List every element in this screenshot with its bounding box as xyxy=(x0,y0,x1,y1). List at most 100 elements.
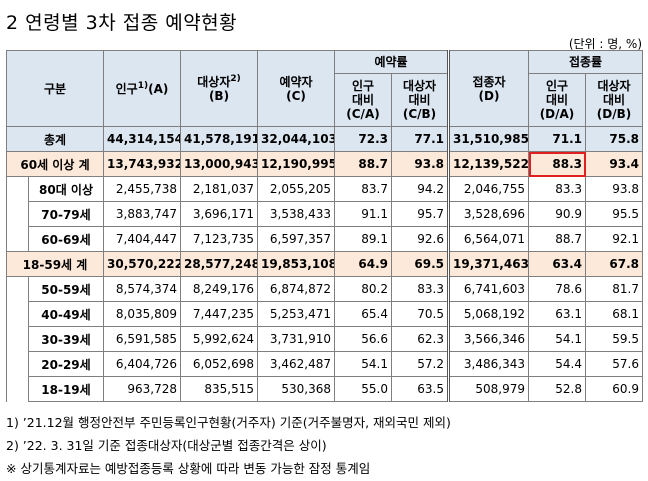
cell-rate-da: 71.1 xyxy=(528,126,586,152)
table-row-group: 18-59세 계 30,570,222 28,577,248 19,853,10… xyxy=(6,251,643,277)
footnotes: 1) ’21.12월 행정안전부 주민등록인구현황(거주자) 기준(거주불명자,… xyxy=(6,411,451,480)
cell-rate-ca: 56.6 xyxy=(334,326,392,352)
cell-rate-db: 75.8 xyxy=(585,126,643,152)
cell-target: 7,123,735 xyxy=(180,226,258,252)
table-row-total: 총계 44,314,154 41,578,191 32,044,103 72.3… xyxy=(6,126,643,152)
table-row: 60-69세 7,404,447 7,123,735 6,597,357 89.… xyxy=(7,226,643,252)
table-row: 20-29세 6,404,726 6,052,698 3,462,487 54.… xyxy=(7,351,643,377)
cell-rate-da: 52.8 xyxy=(528,376,586,402)
footnote-1: 1) ’21.12월 행정안전부 주민등록인구현황(거주자) 기준(거주불명자,… xyxy=(6,415,451,430)
row-label: 30-39세 xyxy=(28,326,104,352)
cell-rate-ca: 83.7 xyxy=(334,176,392,202)
cell-vaccinated: 3,486,343 xyxy=(447,351,529,377)
cell-population: 44,314,154 xyxy=(103,126,181,152)
cell-population: 8,035,809 xyxy=(103,301,181,327)
cell-rate-da: 63.4 xyxy=(528,251,586,277)
cell-population: 30,570,222 xyxy=(103,251,181,277)
row-label: 60세 이상 계 xyxy=(6,151,104,177)
table-row-group: 60세 이상 계 13,743,932 13,000,943 12,190,99… xyxy=(6,151,643,177)
cell-population: 7,404,447 xyxy=(103,226,181,252)
cell-vaccinated: 6,741,603 xyxy=(447,276,529,302)
cell-population: 963,728 xyxy=(103,376,181,402)
cell-rate-cb: 70.5 xyxy=(391,301,449,327)
row-label: 60-69세 xyxy=(28,226,104,252)
cell-reserved: 3,538,433 xyxy=(257,201,335,227)
cell-target: 835,515 xyxy=(180,376,258,402)
cell-rate-cb: 62.3 xyxy=(391,326,449,352)
table-row: 18-19세 963,728 835,515 530,368 55.0 63.5… xyxy=(7,376,643,402)
indent-cell xyxy=(6,176,29,252)
footnote-disclaimer: ※ 상기통계자료는 예방접종등록 상황에 따라 변동 가능한 잠정 통계임 xyxy=(6,461,371,476)
header-population: 인구1)(A) xyxy=(103,50,181,127)
footnote-2: 2) ’22. 3. 31일 기준 접종대상자(대상군별 접종간격은 상이) xyxy=(6,438,327,453)
cell-rate-da: 54.1 xyxy=(528,326,586,352)
cell-rate-da-highlighted: 88.3 xyxy=(528,151,586,177)
cell-rate-db: 60.9 xyxy=(585,376,643,402)
cell-rate-da: 90.9 xyxy=(528,201,586,227)
cell-population: 2,455,738 xyxy=(103,176,181,202)
cell-target: 41,578,191 xyxy=(180,126,258,152)
cell-rate-cb: 94.2 xyxy=(391,176,449,202)
cell-rate-cb: 69.5 xyxy=(391,251,449,277)
cell-target: 7,447,235 xyxy=(180,301,258,327)
cell-rate-cb: 57.2 xyxy=(391,351,449,377)
cell-target: 2,181,037 xyxy=(180,176,258,202)
cell-rate-ca: 55.0 xyxy=(334,376,392,402)
cell-rate-db: 92.1 xyxy=(585,226,643,252)
table-row: 80대 이상 2,455,738 2,181,037 2,055,205 83.… xyxy=(6,176,643,252)
cell-rate-db: 95.5 xyxy=(585,201,643,227)
cell-rate-da: 83.3 xyxy=(528,176,586,202)
row-label: 18-59세 계 xyxy=(6,251,104,277)
cell-reserved: 32,044,103 xyxy=(257,126,335,152)
header-reserve-rate: 예약률 xyxy=(334,50,449,74)
cell-rate-cb: 92.6 xyxy=(391,226,449,252)
cell-rate-da: 54.4 xyxy=(528,351,586,377)
indent-cell xyxy=(6,276,29,402)
cell-rate-db: 67.8 xyxy=(585,251,643,277)
cell-target: 6,052,698 xyxy=(180,351,258,377)
cell-rate-da: 88.7 xyxy=(528,226,586,252)
cell-population: 3,883,747 xyxy=(103,201,181,227)
cell-rate-cb: 77.1 xyxy=(391,126,449,152)
cell-reserved: 3,462,487 xyxy=(257,351,335,377)
table-row: 50-59세 8,574,374 8,249,176 6,874,872 80.… xyxy=(6,276,643,402)
vaccination-table: 구분 인구1)(A) 대상자2) (B) 예약자 (C) 예약률 접종자 (D) 접종… xyxy=(6,50,643,402)
unit-label: (단위 : 명, %) xyxy=(568,37,642,51)
cell-vaccinated: 6,564,071 xyxy=(447,226,529,252)
cell-rate-ca: 89.1 xyxy=(334,226,392,252)
cell-population: 6,591,585 xyxy=(103,326,181,352)
cell-population: 13,743,932 xyxy=(103,151,181,177)
cell-reserved: 12,190,995 xyxy=(257,151,335,177)
cell-rate-cb: 83.3 xyxy=(391,276,449,302)
header-rate-target-d: 대상자 대비 (D/B) xyxy=(585,73,643,127)
row-label: 80대 이상 xyxy=(28,176,104,202)
cell-rate-ca: 72.3 xyxy=(334,126,392,152)
row-label: 40-49세 xyxy=(28,301,104,327)
cell-target: 8,249,176 xyxy=(180,276,258,302)
cell-reserved: 5,253,471 xyxy=(257,301,335,327)
row-label: 70-79세 xyxy=(28,201,104,227)
row-label: 20-29세 xyxy=(28,351,104,377)
cell-vaccinated: 31,510,985 xyxy=(447,126,529,152)
header-vaccinated: 접종자 (D) xyxy=(447,50,529,127)
cell-population: 8,574,374 xyxy=(103,276,181,302)
cell-target: 3,696,171 xyxy=(180,201,258,227)
row-label: 18-19세 xyxy=(28,376,104,402)
header-rate-pop-d: 인구 대비 (D/A) xyxy=(528,73,586,127)
cell-rate-ca: 88.7 xyxy=(334,151,392,177)
cell-vaccinated: 12,139,522 xyxy=(447,151,529,177)
cell-reserved: 2,055,205 xyxy=(257,176,335,202)
table-row: 40-49세 8,035,809 7,447,235 5,253,471 65.… xyxy=(7,301,643,327)
cell-rate-cb: 95.7 xyxy=(391,201,449,227)
cell-rate-ca: 54.1 xyxy=(334,351,392,377)
cell-rate-db: 59.5 xyxy=(585,326,643,352)
cell-target: 28,577,248 xyxy=(180,251,258,277)
cell-target: 5,992,624 xyxy=(180,326,258,352)
table-row: 30-39세 6,591,585 5,992,624 3,731,910 56.… xyxy=(7,326,643,352)
cell-reserved: 6,874,872 xyxy=(257,276,335,302)
header-rate-pop-c: 인구 대비 (C/A) xyxy=(334,73,392,127)
header-category: 구분 xyxy=(6,50,104,127)
header-rate-target-c: 대상자 대비 (C/B) xyxy=(391,73,449,127)
cell-rate-db: 68.1 xyxy=(585,301,643,327)
cell-vaccinated: 2,046,755 xyxy=(447,176,529,202)
